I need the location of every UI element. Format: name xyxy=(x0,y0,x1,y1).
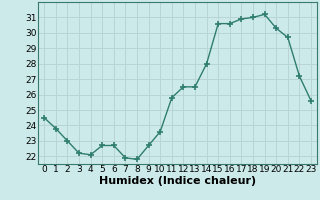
X-axis label: Humidex (Indice chaleur): Humidex (Indice chaleur) xyxy=(99,176,256,186)
